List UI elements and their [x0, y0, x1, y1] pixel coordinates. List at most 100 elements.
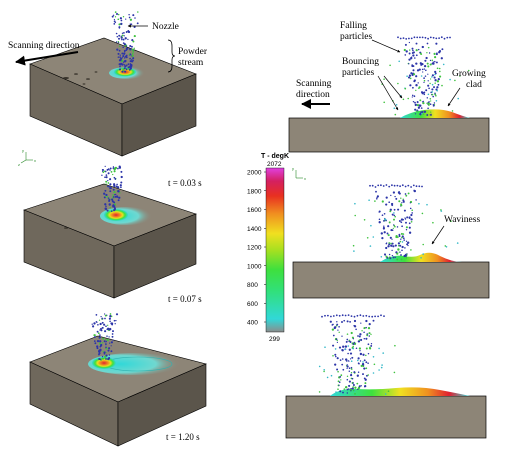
- powder-particle: [104, 355, 107, 358]
- powder-particle: [338, 381, 341, 384]
- powder-particle: [105, 347, 108, 350]
- powder-particle: [427, 73, 429, 75]
- powder-particle: [389, 257, 392, 260]
- powder-particle: [341, 314, 344, 317]
- growing-clad: [400, 109, 470, 118]
- bouncing-particle: [353, 250, 355, 252]
- bouncing-particle: [467, 69, 470, 72]
- powder-particle: [111, 204, 114, 206]
- powder-particle: [334, 353, 337, 356]
- bouncing-particle: [427, 93, 430, 96]
- powder-particle: [380, 314, 382, 317]
- powder-particle: [96, 339, 100, 343]
- powder-particle: [110, 350, 113, 353]
- powder-particle: [421, 36, 424, 39]
- bouncing-particle: [358, 339, 361, 341]
- colorbar-title: T - degK: [261, 153, 289, 160]
- powder-particle: [388, 221, 391, 224]
- powder-particle: [378, 221, 381, 224]
- powder-particle: [394, 195, 396, 198]
- powder-particle: [105, 352, 108, 354]
- block-side: [117, 363, 207, 447]
- powder-particle: [417, 82, 419, 84]
- powder-particle: [415, 89, 417, 92]
- bouncing-particle: [406, 75, 408, 77]
- powder-particle: [112, 173, 114, 176]
- powder-particle: [351, 387, 354, 390]
- powder-particle: [434, 60, 436, 63]
- powder-particle: [121, 52, 124, 55]
- powder-particle: [354, 386, 357, 389]
- powder-particle: [397, 244, 400, 247]
- powder-particle: [385, 184, 388, 186]
- powder-particle: [120, 170, 123, 173]
- powder-particle: [109, 313, 112, 315]
- particles-1: [381, 36, 470, 116]
- powder-particle: [121, 34, 124, 37]
- powder-particle: [119, 65, 121, 68]
- powder-particle: [374, 315, 376, 318]
- powder-particle: [435, 37, 438, 40]
- colorbar-tick-label: 1000: [247, 263, 262, 270]
- powder-particle: [419, 99, 422, 102]
- powder-particle: [102, 350, 104, 353]
- bouncing-particle: [434, 73, 436, 76]
- powder-particle: [113, 170, 116, 173]
- powder-particle: [364, 382, 367, 385]
- annotation-scanning-direction-right: Scanning direction: [296, 79, 332, 109]
- powder-particle: [133, 47, 135, 50]
- powder-particle: [405, 50, 408, 53]
- powder-particle: [359, 350, 361, 352]
- bouncing-particle: [370, 224, 372, 227]
- powder-particle: [101, 355, 104, 358]
- powder-particle: [338, 384, 340, 387]
- powder-particle: [412, 100, 415, 103]
- powder-particle: [105, 205, 107, 208]
- powder-particle: [97, 323, 99, 326]
- powder-particle: [408, 37, 410, 40]
- time-label-3: t = 1.20 s: [166, 432, 200, 442]
- powder-particle: [400, 204, 403, 207]
- bouncing-particle: [347, 345, 350, 347]
- powder-particle: [115, 185, 118, 188]
- powder-particle: [396, 252, 399, 255]
- powder-particle: [346, 360, 348, 362]
- substrate-2: [292, 261, 490, 299]
- powder-particle: [109, 206, 112, 209]
- bouncing-particle: [456, 242, 459, 244]
- powder-particle: [353, 315, 356, 318]
- powder-particle: [133, 35, 136, 38]
- powder-particle: [411, 212, 414, 214]
- powder-particle: [375, 197, 378, 200]
- powder-particle: [422, 71, 424, 73]
- powder-particle: [381, 200, 384, 203]
- powder-particle: [401, 249, 403, 252]
- powder-particle: [407, 241, 410, 244]
- powder-particle: [382, 226, 385, 229]
- powder-particle: [112, 339, 114, 341]
- powder-particle: [389, 210, 392, 213]
- powder-particle: [371, 315, 374, 318]
- powder-particle: [105, 176, 108, 179]
- powder-particle: [365, 314, 368, 317]
- powder-particle: [382, 185, 385, 187]
- powder-particle: [98, 353, 100, 356]
- powder-particle: [435, 53, 438, 56]
- powder-particle: [357, 357, 360, 360]
- powder-particle: [392, 256, 395, 259]
- bouncing-particle: [420, 257, 422, 259]
- bouncing-particle: [388, 242, 391, 244]
- colorbar-tick-label: 600: [247, 301, 258, 308]
- powder-particle: [411, 52, 414, 54]
- bouncing-particle: [432, 221, 434, 224]
- powder-particle: [425, 69, 427, 72]
- powder-particle: [101, 321, 104, 324]
- powder-particle: [122, 55, 125, 58]
- powder-particle: [402, 200, 405, 203]
- powder-particle: [363, 367, 366, 370]
- powder-particle: [127, 68, 130, 70]
- powder-particle: [408, 226, 411, 229]
- colorbar-tick-label: 1800: [247, 188, 262, 195]
- powder-particle: [383, 231, 386, 234]
- bouncing-particle: [369, 346, 371, 349]
